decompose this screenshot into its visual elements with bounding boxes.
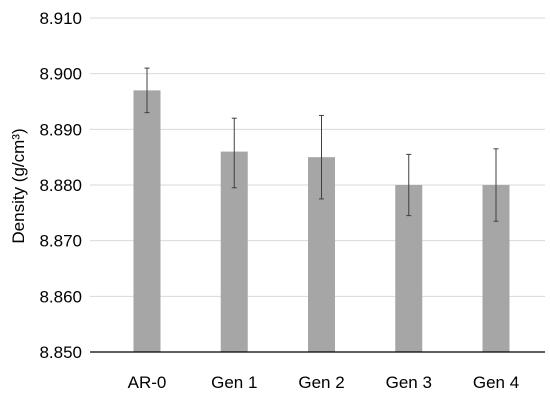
bar [133,90,161,352]
y-tick-label: 8.850 [39,343,82,362]
error-bar [493,148,499,222]
y-tick-label: 8.880 [39,176,82,195]
error-bars [144,67,499,222]
y-tick-label: 8.890 [39,120,82,139]
x-tick-label: Gen 4 [473,373,519,392]
x-tick-label: Gen 2 [298,373,344,392]
y-tick-label: 8.860 [39,287,82,306]
y-axis-title: Density (g/cm³) [9,128,28,243]
x-tick-label: Gen 1 [211,373,257,392]
x-tick-labels: AR-0 Gen 1 Gen 2 Gen 3 Gen 4 [128,373,520,392]
x-tick-label: AR-0 [128,373,167,392]
error-bar [406,153,412,217]
y-tick-labels: 8.850 8.860 8.870 8.880 8.890 8.900 8.910 [39,9,82,362]
error-bar [319,114,324,200]
error-bar [144,67,150,114]
y-tick-label: 8.900 [39,65,82,84]
y-tick-label: 8.870 [39,232,82,251]
error-bar [231,117,237,189]
y-tick-label: 8.910 [39,9,82,28]
x-tick-label: Gen 3 [386,373,432,392]
